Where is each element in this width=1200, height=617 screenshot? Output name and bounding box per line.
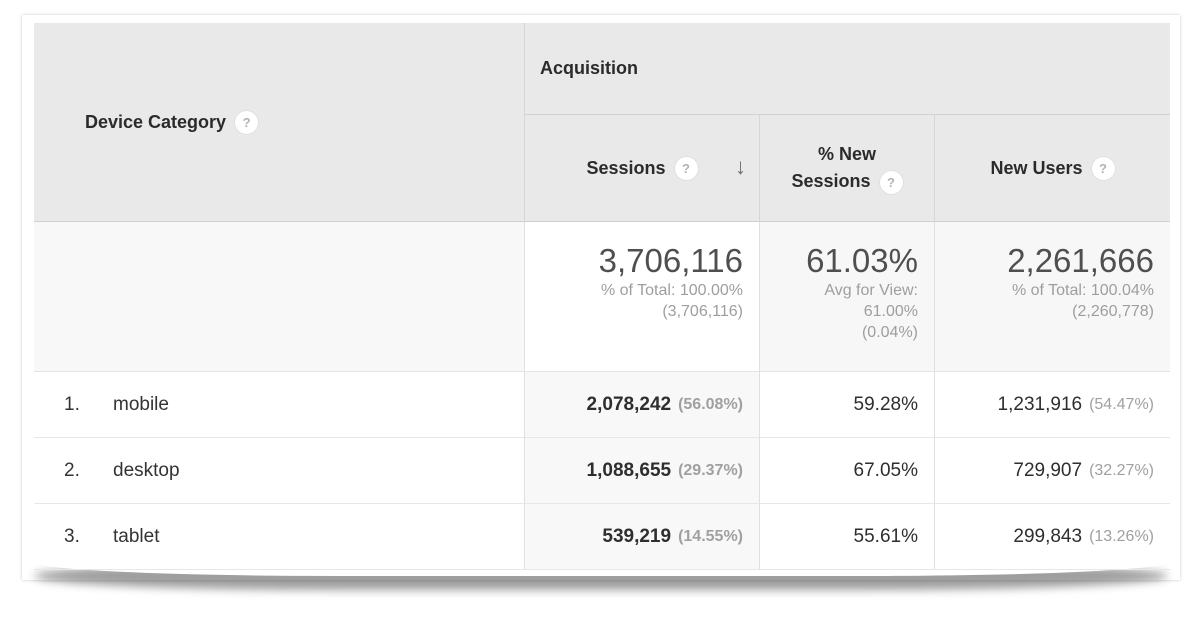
acquisition-group-label: Acquisition: [540, 58, 638, 78]
sessions-pct: (56.08%): [678, 395, 743, 413]
tablet-new-sessions-cell: 55.61%: [760, 504, 935, 570]
tablet-sessions-cell: 539,219 (14.55%): [525, 504, 760, 570]
sessions-value: 1,088,655: [586, 459, 672, 481]
sort-descending-arrow-icon[interactable]: ↓: [735, 153, 746, 179]
new-sessions-header-label: % New Sessions?: [791, 141, 903, 195]
sessions-column-header[interactable]: Sessions ? ↓: [525, 115, 760, 222]
device-category-header-label: Device Category: [85, 111, 227, 132]
table-row-desktop-label: 2. desktop: [34, 438, 525, 504]
new-sessions-avg-value: 61.03%: [806, 242, 918, 279]
desktop-new-users-cell: 729,907 (32.27%): [935, 438, 1170, 504]
new-sessions-avg-label: Avg for View:: [824, 282, 918, 299]
sessions-total-raw: (3,706,116): [662, 303, 743, 320]
row-index: 1.: [64, 393, 80, 415]
new-users-value: 299,843: [1013, 525, 1083, 547]
new-users-pct: (54.47%): [1089, 395, 1154, 413]
device-category-header[interactable]: Device Category ?: [34, 23, 525, 222]
new-users-column-header[interactable]: New Users ?: [935, 115, 1170, 222]
table-row-mobile-label: 1. mobile: [34, 372, 525, 438]
tablet-new-users-cell: 299,843 (13.26%): [935, 504, 1170, 570]
new-users-pct: (32.27%): [1089, 461, 1154, 479]
sessions-pct: (14.55%): [678, 527, 743, 545]
new-users-header-label: New Users: [990, 157, 1083, 178]
new-sessions-help-icon[interactable]: ?: [879, 170, 903, 194]
row-label: tablet: [113, 525, 160, 547]
sessions-total-pct: % of Total: 100.00%: [600, 282, 743, 299]
new-users-value: 729,907: [1013, 459, 1083, 481]
new-sessions-value: 55.61%: [853, 525, 918, 547]
new-sessions-value: 59.28%: [853, 393, 918, 415]
desktop-new-sessions-cell: 67.05%: [760, 438, 935, 504]
summary-sessions-cell: 3,706,116 % of Total: 100.00% (3,706,116…: [525, 222, 760, 372]
row-label: mobile: [113, 393, 169, 415]
sessions-value: 539,219: [602, 525, 672, 547]
new-sessions-column-header[interactable]: % New Sessions?: [760, 115, 935, 222]
new-users-value: 1,231,916: [997, 393, 1083, 415]
mobile-new-sessions-cell: 59.28%: [760, 372, 935, 438]
new-users-total-value: 2,261,666: [1007, 242, 1154, 279]
row-index: 3.: [64, 525, 80, 547]
sessions-value: 2,078,242: [586, 393, 672, 415]
sessions-header-label: Sessions: [586, 157, 666, 178]
summary-device-cell: [34, 222, 525, 372]
sessions-total-value: 3,706,116: [598, 242, 743, 279]
mobile-sessions-cell: 2,078,242 (56.08%): [525, 372, 760, 438]
new-sessions-label-line2: Sessions: [791, 171, 871, 191]
summary-new-users-cell: 2,261,666 % of Total: 100.04% (2,260,778…: [935, 222, 1170, 372]
row-index: 2.: [64, 459, 80, 481]
new-users-total-pct: % of Total: 100.04%: [1011, 282, 1154, 299]
sessions-help-icon[interactable]: ?: [674, 156, 698, 180]
sessions-pct: (29.37%): [678, 461, 743, 479]
acquisition-group-header: Acquisition: [525, 23, 1170, 115]
new-sessions-value: 67.05%: [853, 459, 918, 481]
row-label: desktop: [113, 459, 180, 481]
analytics-report-card: Device Category ? Acquisition Sessions ?…: [22, 15, 1180, 580]
mobile-new-users-cell: 1,231,916 (54.47%): [935, 372, 1170, 438]
table-row-tablet-label: 3. tablet: [34, 504, 525, 570]
summary-new-sessions-cell: 61.03% Avg for View: 61.00% (0.04%): [760, 222, 935, 372]
new-users-pct: (13.26%): [1089, 527, 1154, 545]
new-sessions-avg-pct: 61.00%: [863, 303, 918, 320]
desktop-sessions-cell: 1,088,655 (29.37%): [525, 438, 760, 504]
new-users-help-icon[interactable]: ?: [1091, 156, 1115, 180]
new-sessions-label-line1: % New: [817, 144, 876, 164]
device-category-table: Device Category ? Acquisition Sessions ?…: [34, 23, 1170, 570]
new-sessions-avg-delta: (0.04%): [861, 324, 918, 341]
device-category-help-icon[interactable]: ?: [235, 110, 259, 134]
new-users-total-raw: (2,260,778): [1072, 303, 1154, 320]
